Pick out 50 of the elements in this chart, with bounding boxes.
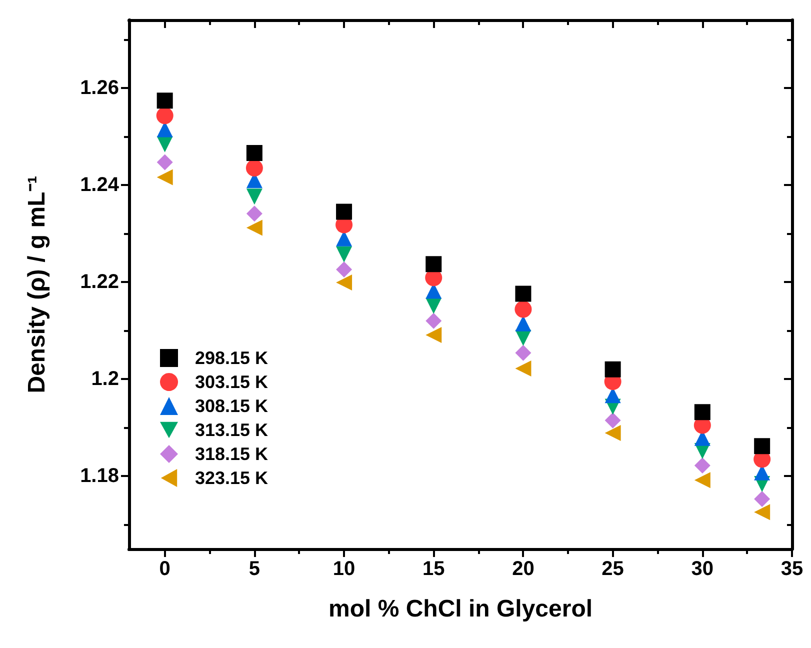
point [426, 326, 442, 343]
point [754, 438, 770, 454]
legend-label: 308.15 K [195, 396, 268, 416]
x-tick-label: 15 [422, 558, 445, 580]
point [604, 361, 621, 378]
x-tick-label: 30 [691, 558, 714, 580]
point [246, 144, 262, 161]
point [426, 256, 442, 272]
y-tick-label: 1.22 [80, 271, 119, 294]
point [694, 404, 710, 420]
point [426, 312, 442, 329]
x-tick-label: 20 [512, 558, 534, 580]
x-tick-label: 0 [159, 558, 170, 580]
point [246, 206, 262, 222]
y-tick-label: 1.2 [91, 368, 119, 390]
x-axis-title: mol % ChCl in Glycerol [328, 596, 593, 622]
point [515, 286, 532, 302]
point [246, 188, 262, 205]
point [336, 274, 352, 291]
legend-label: 303.15 K [195, 372, 268, 392]
x-tick-label: 25 [602, 558, 624, 580]
point [246, 220, 262, 236]
point [246, 160, 263, 177]
point [694, 472, 710, 488]
point [156, 154, 173, 170]
legend-label: 318.15 K [195, 444, 268, 464]
point [754, 504, 770, 520]
point [336, 204, 352, 220]
legend-label: 323.15 K [195, 468, 268, 488]
y-axis-title: Density (ρ) / g mL⁻¹ [24, 176, 50, 394]
legend-label: 313.15 K [195, 420, 268, 440]
point [156, 92, 173, 109]
point [514, 300, 532, 318]
point [754, 491, 770, 508]
y-tick-label: 1.24 [80, 174, 120, 196]
y-tick-label: 1.18 [80, 465, 119, 488]
point [156, 169, 173, 186]
point [515, 360, 532, 376]
point [604, 412, 621, 428]
point [604, 425, 621, 442]
point [694, 458, 710, 474]
x-tick-label: 5 [248, 558, 260, 580]
point [336, 246, 352, 262]
point [336, 261, 352, 278]
x-tick-label: 35 [780, 558, 804, 580]
point [515, 344, 532, 361]
point [156, 107, 174, 124]
legend-label: 298.15 K [195, 348, 268, 368]
y-tick-label: 1.26 [80, 76, 119, 99]
x-tick-label: 10 [332, 558, 356, 580]
